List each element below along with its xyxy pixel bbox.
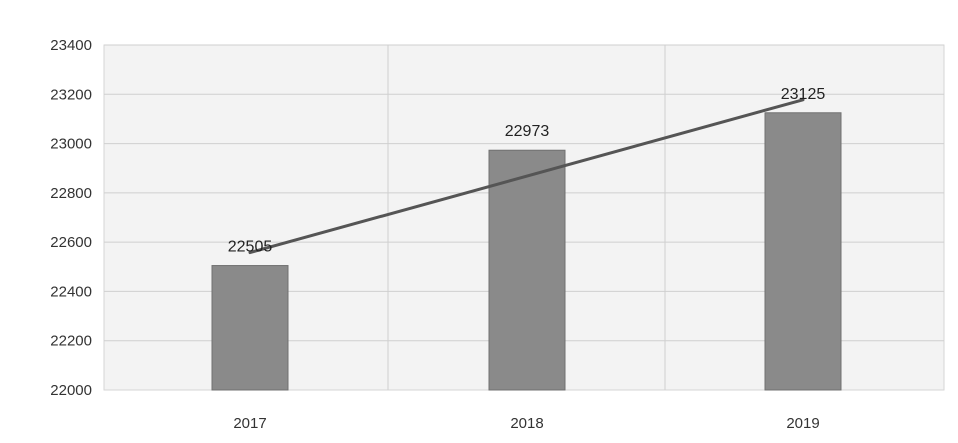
y-tick-label-23400: 23400 [50,37,92,54]
x-tick-label-2018: 2018 [510,415,543,432]
x-tick-label-2019: 2019 [786,415,819,432]
bar-2017 [211,265,289,391]
y-tick-label-23000: 23000 [50,136,92,153]
bars [211,112,842,391]
bar-2019 [764,112,842,391]
y-tick-label-22200: 22200 [50,333,92,350]
data-label-2017: 22505 [228,239,273,256]
y-tick-label-22600: 22600 [50,234,92,251]
y-tick-label-22400: 22400 [50,283,92,300]
data-labels: 22505 22973 23125 [228,86,826,256]
data-label-2019: 23125 [781,86,826,103]
x-axis-ticks: 2017 2018 2019 [233,415,819,432]
y-tick-label-22800: 22800 [50,185,92,202]
data-label-2018: 22973 [505,123,550,140]
trendline-group [248,98,805,255]
y-axis-ticks: 22000 22200 22400 22600 22800 23000 23200 23400 [50,37,92,399]
x-tick-label-2017: 2017 [233,415,266,432]
trendline [248,98,805,255]
y-tick-label-23200: 23200 [50,86,92,103]
bar-2018 [488,149,566,391]
y-tick-label-22000: 22000 [50,382,92,399]
